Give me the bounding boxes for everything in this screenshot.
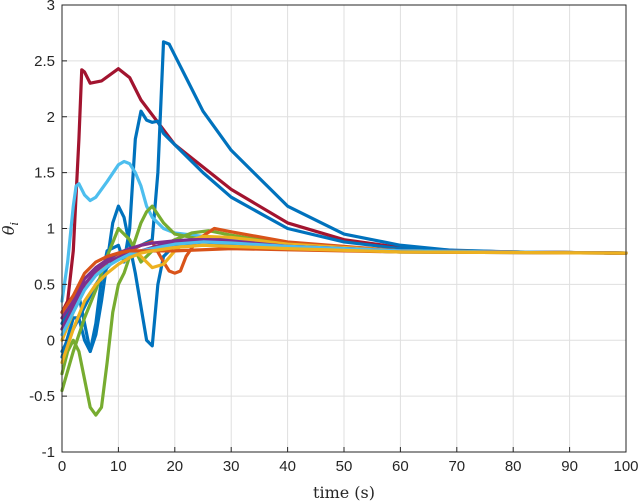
x-tick-label: 50 [336, 458, 353, 475]
y-tick-label: 1.5 [34, 165, 55, 182]
y-tick-label: -1 [42, 444, 55, 461]
y-tick-label: 0 [47, 332, 55, 349]
y-tick-label: 3 [47, 0, 55, 14]
grid [61, 4, 627, 453]
x-tick-label: 100 [613, 458, 638, 475]
x-axis-ticks: 0 10 20 30 40 50 60 70 80 90 100 [58, 447, 639, 475]
series-line-14 [60, 243, 628, 365]
x-tick-label: 80 [505, 458, 522, 475]
x-tick-label: 40 [279, 458, 296, 475]
y-axis-label: θi [0, 222, 21, 235]
series-lines [60, 40, 628, 417]
x-tick-label: 10 [110, 458, 127, 475]
y-axis-ticks: -1 -0.5 0 0.5 1 1.5 2 2.5 3 [29, 0, 67, 461]
x-tick-label: 0 [58, 458, 66, 475]
y-tick-label: 2.5 [34, 53, 55, 70]
x-tick-label: 60 [392, 458, 409, 475]
y-tick-label: -0.5 [29, 388, 55, 405]
x-tick-label: 70 [448, 458, 465, 475]
y-tick-label: 0.5 [34, 276, 55, 293]
x-tick-label: 20 [166, 458, 183, 475]
x-tick-label: 90 [561, 458, 578, 475]
x-tick-label: 30 [223, 458, 240, 475]
y-tick-label: 2 [47, 109, 55, 126]
y-tick-label: 1 [47, 221, 55, 238]
x-axis-label: time (s) [313, 483, 375, 502]
